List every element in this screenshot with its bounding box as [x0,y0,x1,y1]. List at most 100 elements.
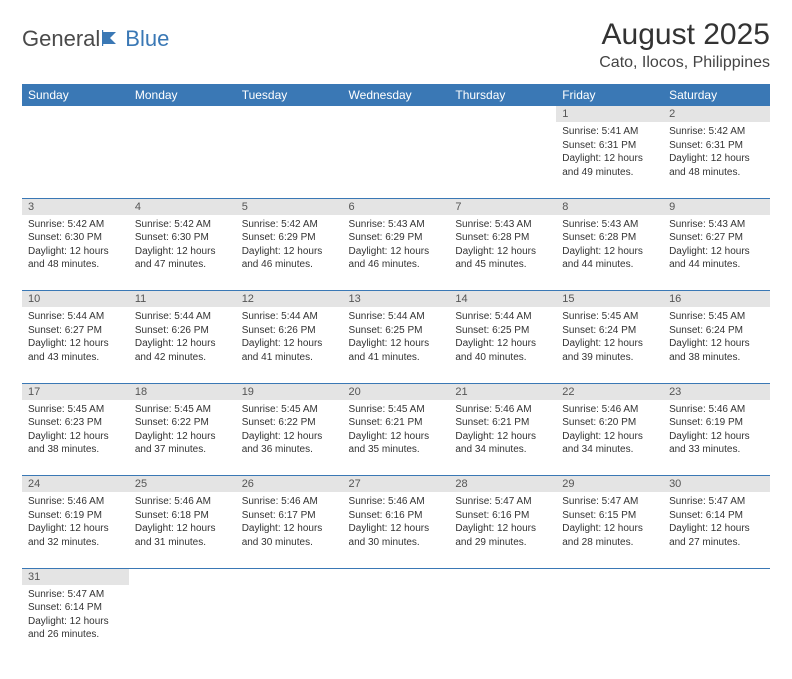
day-number-cell: 27 [343,476,450,493]
calendar-day-cell: Sunrise: 5:43 AMSunset: 6:27 PMDaylight:… [663,215,770,291]
day-number-cell: 3 [22,198,129,215]
day-number-cell: 23 [663,383,770,400]
day-number-cell [236,106,343,122]
calendar-day-cell: Sunrise: 5:42 AMSunset: 6:31 PMDaylight:… [663,122,770,198]
calendar-day-cell: Sunrise: 5:43 AMSunset: 6:28 PMDaylight:… [556,215,663,291]
weekday-header-row: Sunday Monday Tuesday Wednesday Thursday… [22,84,770,106]
calendar-day-cell: Sunrise: 5:41 AMSunset: 6:31 PMDaylight:… [556,122,663,198]
day-number-cell: 14 [449,291,556,308]
sunset-text: Sunset: 6:23 PM [28,416,123,430]
sunset-text: Sunset: 6:24 PM [669,324,764,338]
calendar-day-cell: Sunrise: 5:47 AMSunset: 6:14 PMDaylight:… [663,492,770,568]
daylight-text: Daylight: 12 hours and 36 minutes. [242,430,337,457]
daylight-text: Daylight: 12 hours and 41 minutes. [242,337,337,364]
calendar-day-cell: Sunrise: 5:43 AMSunset: 6:29 PMDaylight:… [343,215,450,291]
calendar-day-cell: Sunrise: 5:46 AMSunset: 6:20 PMDaylight:… [556,400,663,476]
sunrise-text: Sunrise: 5:44 AM [28,310,123,324]
calendar-week-row: Sunrise: 5:45 AMSunset: 6:23 PMDaylight:… [22,400,770,476]
day-number-cell [343,106,450,122]
weekday-header: Friday [556,84,663,106]
calendar-day-cell: Sunrise: 5:45 AMSunset: 6:24 PMDaylight:… [663,307,770,383]
calendar-day-cell: Sunrise: 5:44 AMSunset: 6:25 PMDaylight:… [343,307,450,383]
sunrise-text: Sunrise: 5:47 AM [669,495,764,509]
weekday-header: Monday [129,84,236,106]
daylight-text: Daylight: 12 hours and 32 minutes. [28,522,123,549]
calendar-week-row: Sunrise: 5:46 AMSunset: 6:19 PMDaylight:… [22,492,770,568]
calendar-day-cell: Sunrise: 5:45 AMSunset: 6:22 PMDaylight:… [236,400,343,476]
calendar-day-cell: Sunrise: 5:42 AMSunset: 6:30 PMDaylight:… [22,215,129,291]
sunset-text: Sunset: 6:18 PM [135,509,230,523]
sunset-text: Sunset: 6:31 PM [669,139,764,153]
sunset-text: Sunset: 6:20 PM [562,416,657,430]
sunrise-text: Sunrise: 5:45 AM [28,403,123,417]
daylight-text: Daylight: 12 hours and 46 minutes. [349,245,444,272]
sunset-text: Sunset: 6:19 PM [669,416,764,430]
sunrise-text: Sunrise: 5:45 AM [562,310,657,324]
calendar-day-cell: Sunrise: 5:45 AMSunset: 6:24 PMDaylight:… [556,307,663,383]
sunset-text: Sunset: 6:31 PM [562,139,657,153]
daylight-text: Daylight: 12 hours and 38 minutes. [669,337,764,364]
day-number-cell: 4 [129,198,236,215]
day-number-cell: 20 [343,383,450,400]
sunset-text: Sunset: 6:25 PM [455,324,550,338]
sunset-text: Sunset: 6:29 PM [242,231,337,245]
day-number-cell: 15 [556,291,663,308]
sunrise-text: Sunrise: 5:46 AM [135,495,230,509]
day-number-cell: 12 [236,291,343,308]
calendar-day-cell [663,585,770,661]
daylight-text: Daylight: 12 hours and 33 minutes. [669,430,764,457]
calendar-week-row: Sunrise: 5:44 AMSunset: 6:27 PMDaylight:… [22,307,770,383]
sunset-text: Sunset: 6:16 PM [455,509,550,523]
sunrise-text: Sunrise: 5:46 AM [349,495,444,509]
calendar-day-cell [22,122,129,198]
daylight-text: Daylight: 12 hours and 39 minutes. [562,337,657,364]
calendar-day-cell [129,585,236,661]
calendar-day-cell [236,122,343,198]
calendar-day-cell: Sunrise: 5:47 AMSunset: 6:16 PMDaylight:… [449,492,556,568]
day-number-cell: 31 [22,568,129,585]
calendar-week-row: Sunrise: 5:42 AMSunset: 6:30 PMDaylight:… [22,215,770,291]
sunrise-text: Sunrise: 5:42 AM [28,218,123,232]
sunset-text: Sunset: 6:15 PM [562,509,657,523]
daylight-text: Daylight: 12 hours and 38 minutes. [28,430,123,457]
sunset-text: Sunset: 6:19 PM [28,509,123,523]
day-number-cell: 11 [129,291,236,308]
sunset-text: Sunset: 6:27 PM [28,324,123,338]
calendar-day-cell: Sunrise: 5:45 AMSunset: 6:21 PMDaylight:… [343,400,450,476]
calendar-day-cell [556,585,663,661]
daylight-text: Daylight: 12 hours and 45 minutes. [455,245,550,272]
sunset-text: Sunset: 6:17 PM [242,509,337,523]
day-number-cell: 5 [236,198,343,215]
sunset-text: Sunset: 6:30 PM [135,231,230,245]
header: General Blue August 2025 Cato, Ilocos, P… [22,18,770,72]
day-number-cell: 16 [663,291,770,308]
day-number-cell [129,106,236,122]
daylight-text: Daylight: 12 hours and 30 minutes. [242,522,337,549]
calendar-day-cell: Sunrise: 5:44 AMSunset: 6:26 PMDaylight:… [129,307,236,383]
day-number-cell: 18 [129,383,236,400]
daylight-text: Daylight: 12 hours and 31 minutes. [135,522,230,549]
sunrise-text: Sunrise: 5:42 AM [135,218,230,232]
sunrise-text: Sunrise: 5:45 AM [669,310,764,324]
month-title: August 2025 [599,18,770,52]
title-block: August 2025 Cato, Ilocos, Philippines [599,18,770,72]
daynum-row: 17181920212223 [22,383,770,400]
day-number-cell: 13 [343,291,450,308]
calendar-day-cell: Sunrise: 5:43 AMSunset: 6:28 PMDaylight:… [449,215,556,291]
sunrise-text: Sunrise: 5:42 AM [242,218,337,232]
sunrise-text: Sunrise: 5:44 AM [349,310,444,324]
day-number-cell: 30 [663,476,770,493]
daylight-text: Daylight: 12 hours and 37 minutes. [135,430,230,457]
daylight-text: Daylight: 12 hours and 41 minutes. [349,337,444,364]
calendar-day-cell: Sunrise: 5:42 AMSunset: 6:29 PMDaylight:… [236,215,343,291]
sunset-text: Sunset: 6:27 PM [669,231,764,245]
day-number-cell: 26 [236,476,343,493]
day-number-cell: 29 [556,476,663,493]
sunrise-text: Sunrise: 5:45 AM [135,403,230,417]
daylight-text: Daylight: 12 hours and 28 minutes. [562,522,657,549]
sunrise-text: Sunrise: 5:41 AM [562,125,657,139]
day-number-cell: 21 [449,383,556,400]
weekday-header: Saturday [663,84,770,106]
sunrise-text: Sunrise: 5:46 AM [242,495,337,509]
day-number-cell: 25 [129,476,236,493]
